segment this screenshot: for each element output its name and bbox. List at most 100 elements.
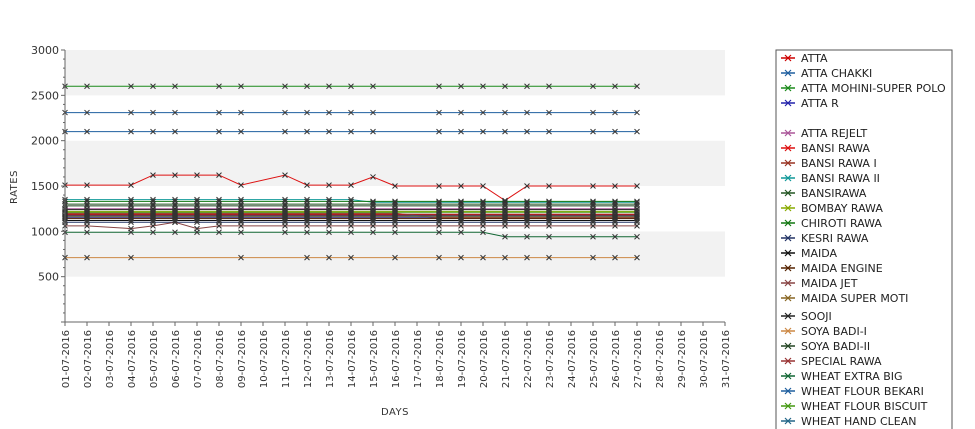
data-point [392, 223, 398, 229]
data-point [436, 223, 442, 229]
data-point [458, 223, 464, 229]
data-point [84, 229, 90, 236]
data-point [634, 198, 640, 205]
data-point [150, 128, 156, 135]
data-point [502, 198, 508, 205]
data-point [590, 109, 596, 116]
y-tick-label: 1000 [31, 225, 59, 238]
data-point [326, 198, 332, 205]
data-point [172, 198, 178, 205]
data-point [392, 198, 398, 205]
legend-label: ATTA R [801, 97, 839, 110]
plot-grid-bands [65, 50, 725, 322]
data-point [216, 213, 222, 219]
data-point [150, 109, 156, 116]
data-point [612, 83, 618, 90]
data-point [84, 198, 90, 205]
data-point [590, 183, 596, 189]
data-point [392, 229, 398, 236]
legend-label: SOYA BADI-I [801, 325, 867, 338]
data-point [612, 128, 618, 135]
x-tick-label: 30-07-2016 [699, 330, 710, 388]
data-point [282, 229, 288, 236]
data-point [84, 254, 90, 261]
data-point [612, 254, 618, 261]
data-point [348, 254, 354, 261]
data-point [216, 211, 222, 217]
series-markers [62, 83, 640, 261]
data-point [238, 229, 244, 236]
data-point [304, 213, 310, 219]
legend-label: MAIDA SUPER MOTI [801, 292, 908, 305]
x-tick-label: 10-07-2016 [259, 330, 270, 388]
x-tick-label: 23-07-2016 [545, 330, 556, 388]
x-tick-label: 31-07-2016 [721, 330, 732, 388]
data-point [480, 83, 486, 90]
data-point [84, 213, 90, 219]
x-tick-label: 09-07-2016 [237, 330, 248, 388]
data-point [392, 213, 398, 219]
data-point [392, 211, 398, 217]
legend-marker [784, 372, 792, 380]
data-point [480, 203, 486, 209]
data-point [480, 198, 486, 205]
data-point [480, 223, 486, 229]
data-point [590, 223, 596, 229]
data-point [304, 254, 310, 261]
data-point [172, 203, 178, 209]
data-point [172, 229, 178, 236]
x-axis-ticks: 01-07-2016 02-07-2016 03-07-2016 04-07-2016… [61, 322, 732, 388]
data-point [304, 109, 310, 116]
x-tick-label: 26-07-2016 [611, 330, 622, 388]
data-point [84, 182, 90, 188]
data-point [502, 233, 508, 240]
legend-marker [784, 342, 792, 350]
legend-marker [784, 69, 792, 77]
data-point [392, 254, 398, 261]
data-point [392, 183, 398, 189]
grid-band [65, 231, 725, 277]
data-point [612, 233, 618, 240]
data-point [370, 223, 376, 229]
data-point [348, 83, 354, 90]
data-point [546, 254, 552, 261]
legend-marker [784, 219, 792, 227]
x-tick-label: 02-07-2016 [83, 330, 94, 388]
x-tick-label: 07-07-2016 [193, 330, 204, 388]
data-point [194, 213, 200, 219]
data-point [150, 213, 156, 219]
legend-marker [784, 417, 792, 425]
data-point [480, 213, 486, 219]
legend-marker [784, 279, 792, 287]
data-point [172, 219, 178, 226]
data-point [392, 203, 398, 209]
data-point [436, 198, 442, 205]
x-tick-label: 05-07-2016 [149, 330, 160, 388]
y-tick-label: 500 [38, 271, 59, 284]
legend-entry: ATTA R [781, 97, 839, 110]
data-point [502, 254, 508, 261]
data-point [194, 198, 200, 205]
data-point [634, 254, 640, 261]
data-point [370, 229, 376, 236]
x-tick-label: 12-07-2016 [303, 330, 314, 388]
data-point [216, 172, 222, 178]
data-point [84, 203, 90, 209]
data-point [128, 83, 134, 90]
data-point [128, 196, 134, 203]
data-point [128, 128, 134, 135]
data-point [238, 213, 244, 219]
data-point [304, 203, 310, 209]
data-point [238, 211, 244, 217]
data-point [524, 223, 530, 229]
data-point [524, 254, 530, 261]
data-point [128, 109, 134, 116]
data-point [238, 109, 244, 116]
x-tick-label: 08-07-2016 [215, 330, 226, 388]
legend-marker [784, 99, 792, 107]
legend-entry: ATTA [781, 52, 828, 65]
data-point [282, 211, 288, 217]
data-point [458, 254, 464, 261]
data-point [502, 83, 508, 90]
legend-label: ATTA [801, 52, 828, 65]
